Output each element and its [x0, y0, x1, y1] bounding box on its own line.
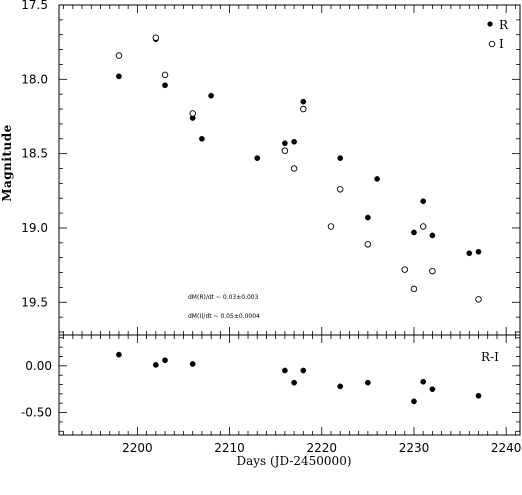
- i-band-point: [161, 71, 169, 79]
- legend-r-marker: [487, 21, 493, 27]
- r-band-point: [411, 229, 417, 236]
- top-panel-tick-labels: 17.5 18.0 18.5 19.0 19.5: [21, 0, 48, 309]
- color-index-point: [420, 378, 427, 385]
- i-band-point: [300, 105, 307, 113]
- r-band-point: [429, 232, 436, 239]
- top-panel-ticks: [59, 4, 520, 335]
- r-band-point: [116, 73, 122, 80]
- legend-i-label: I: [499, 37, 504, 51]
- top-panel-points: [115, 34, 482, 303]
- y-tick-label: 19.5: [21, 295, 48, 309]
- bottom-panel-ticks: [59, 335, 520, 435]
- color-index-point: [152, 362, 159, 368]
- top-panel-frame: [58, 4, 521, 336]
- i-band-point: [419, 223, 427, 230]
- i-band-point: [410, 285, 418, 293]
- annotation-r-slope: dM(R)/dt ~ 0.03±0.003: [188, 294, 259, 301]
- r-band-point: [208, 92, 214, 99]
- bottom-panel-frame: [58, 334, 521, 436]
- y-tick-label: -0.50: [21, 406, 52, 420]
- x-tick-label: 2230: [399, 441, 430, 455]
- r-band-point: [337, 155, 344, 161]
- i-band-point: [336, 186, 344, 193]
- x-tick-label: 2210: [214, 441, 245, 455]
- i-band-point: [189, 110, 196, 117]
- i-band-point: [115, 52, 123, 59]
- bottom-panel-points: [116, 351, 482, 405]
- x-tick-label: 2200: [122, 441, 153, 455]
- i-band-point: [281, 147, 289, 154]
- color-index-point: [116, 351, 122, 358]
- x-axis-title: Days (JD-2450000): [236, 454, 351, 468]
- i-band-point: [364, 241, 372, 248]
- i-band-point: [327, 223, 335, 230]
- y-tick-label: 17.5: [21, 0, 48, 12]
- y-tick-label: 0.00: [25, 359, 52, 373]
- y-tick-label: 18.0: [21, 72, 48, 86]
- legend-i-marker: [488, 40, 496, 48]
- bottom-panel-tick-labels: 0.00 -0.50 2200 2210 2220 2230 2240: [21, 359, 522, 455]
- color-index-point: [282, 367, 288, 374]
- r-band-point: [300, 98, 307, 105]
- color-index-point: [189, 361, 196, 367]
- color-index-point: [365, 379, 371, 386]
- i-band-point: [290, 165, 298, 172]
- r-band-point: [291, 138, 297, 145]
- r-band-point: [374, 176, 380, 182]
- i-band-point: [401, 266, 409, 273]
- legend: R I: [487, 18, 509, 51]
- i-band-point: [429, 267, 436, 275]
- r-band-point: [282, 140, 288, 147]
- x-tick-label: 2220: [306, 441, 337, 455]
- color-index-point: [475, 392, 482, 399]
- y-axis-title: Magnitude: [0, 124, 14, 202]
- r-band-point: [254, 155, 261, 161]
- color-index-label: R-I: [481, 350, 499, 364]
- color-index-point: [162, 357, 168, 364]
- i-band-point: [152, 34, 160, 41]
- i-band-point: [475, 296, 482, 303]
- r-band-point: [466, 250, 473, 257]
- color-index-point: [291, 379, 297, 386]
- color-index-point: [429, 386, 436, 393]
- r-band-point: [162, 82, 168, 89]
- y-tick-label: 18.5: [21, 147, 48, 161]
- legend-r-label: R: [499, 18, 509, 32]
- y-tick-label: 19.0: [21, 221, 48, 235]
- r-band-point: [420, 198, 427, 205]
- r-band-point: [199, 135, 205, 142]
- color-index-point: [411, 398, 417, 405]
- color-index-point: [300, 367, 307, 374]
- x-tick-label: 2240: [491, 441, 522, 455]
- color-index-point: [337, 383, 344, 390]
- r-band-point: [365, 214, 371, 221]
- r-band-point: [475, 248, 482, 255]
- annotation-i-slope: dM(I)/dt ~ 0.05±0.0004: [188, 313, 260, 320]
